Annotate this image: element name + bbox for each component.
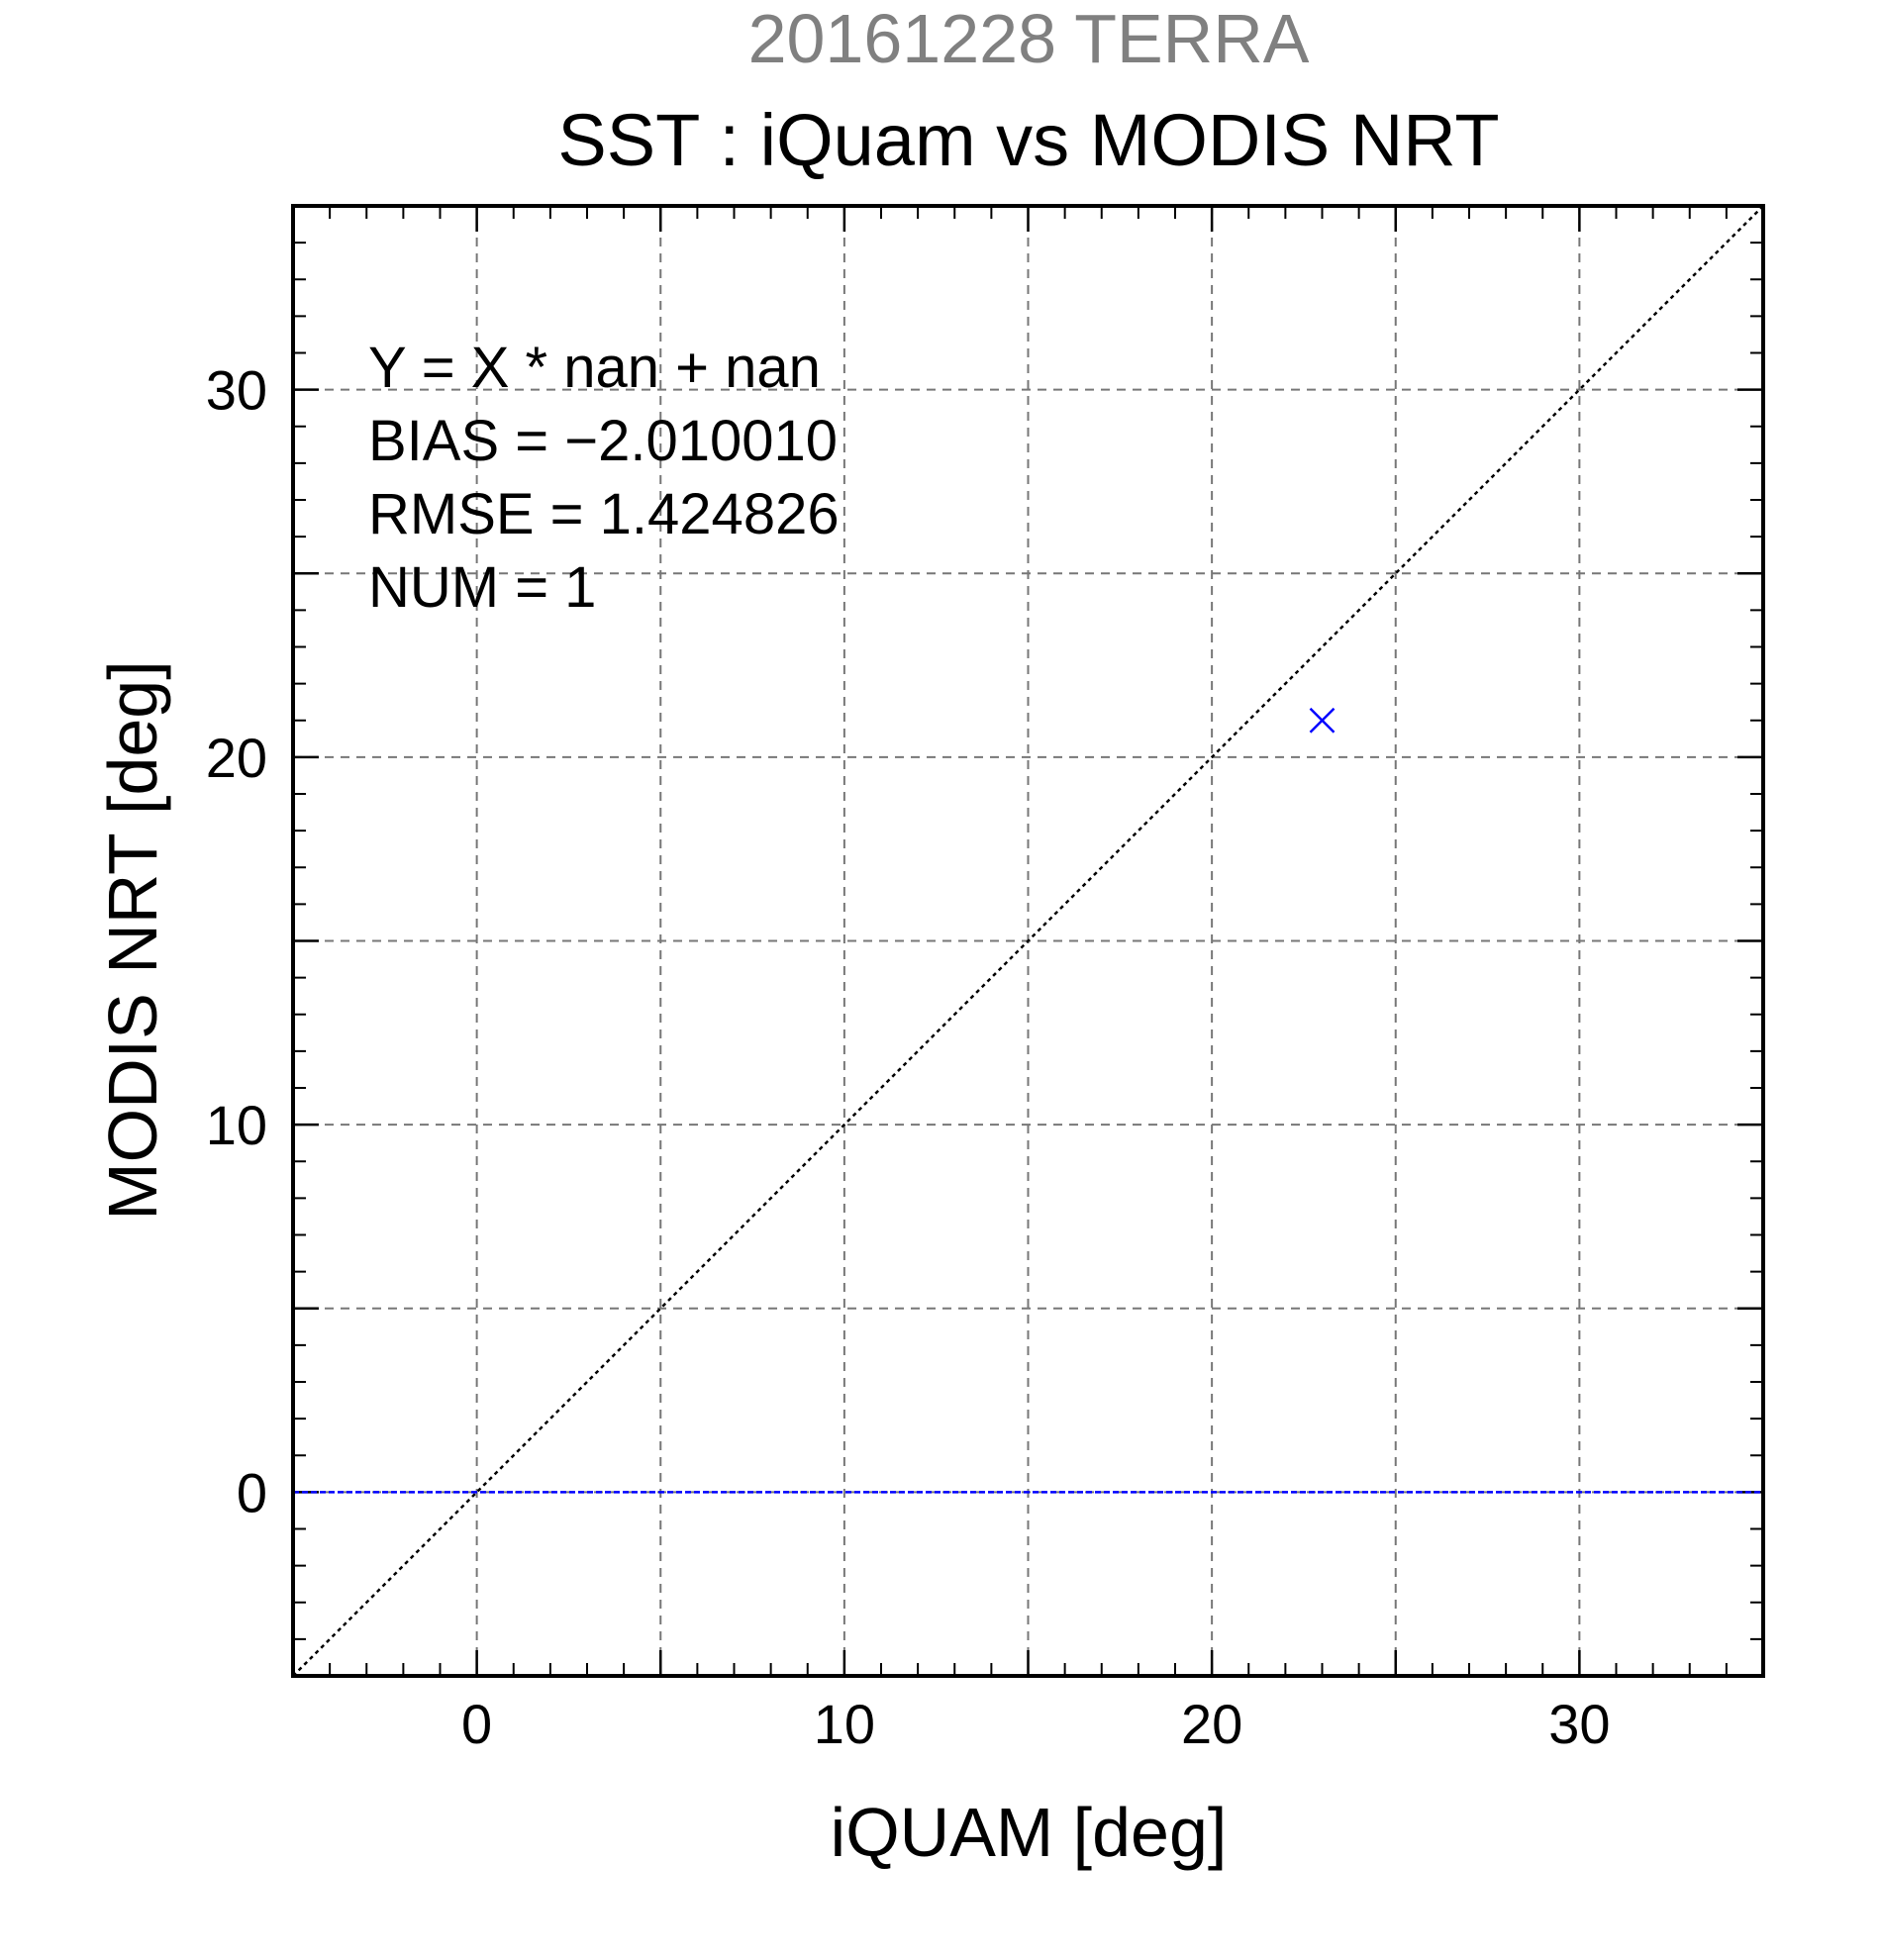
plot-frame: [291, 204, 1765, 1678]
y-tick-label: 10: [206, 1094, 267, 1156]
data-points: [1309, 707, 1336, 734]
reference-lines: [292, 205, 1764, 1677]
chart-title: SST : iQuam vs MODIS NRT: [557, 99, 1499, 181]
x-tick-label: 30: [1548, 1693, 1610, 1755]
stats-line: Y = X * nan + nan: [368, 336, 821, 400]
grid-lines: [293, 206, 1763, 1676]
y-axis-label: MODIS NRT [deg]: [94, 660, 171, 1220]
x-tick-labels: 0 10 20 30: [461, 1693, 1610, 1755]
stats-line: RMSE = 1.424826: [368, 482, 840, 546]
major-ticks: [293, 206, 1763, 1676]
data-point-stroke: [1309, 707, 1336, 734]
y-tick-label: 0: [237, 1461, 267, 1523]
x-axis-label: iQUAM [deg]: [831, 1794, 1228, 1871]
identity-line: [292, 205, 1764, 1677]
y-tick-label: 20: [206, 727, 267, 789]
chart-suptitle: 20161228 TERRA: [748, 0, 1310, 77]
x-tick-label: 0: [461, 1693, 492, 1755]
minor-ticks: [293, 206, 1763, 1676]
y-tick-labels: 0 10 20 30: [206, 359, 267, 1524]
stats-line: NUM = 1: [368, 555, 596, 620]
x-tick-label: 20: [1181, 1693, 1242, 1755]
stats-line: BIAS = −2.010010: [368, 409, 838, 473]
x-tick-label: 10: [814, 1693, 875, 1755]
data-point: [1309, 707, 1336, 734]
stats-annotation: Y = X * nan + nan BIAS = −2.010010 RMSE = …: [368, 336, 840, 620]
y-tick-label: 30: [206, 359, 267, 422]
